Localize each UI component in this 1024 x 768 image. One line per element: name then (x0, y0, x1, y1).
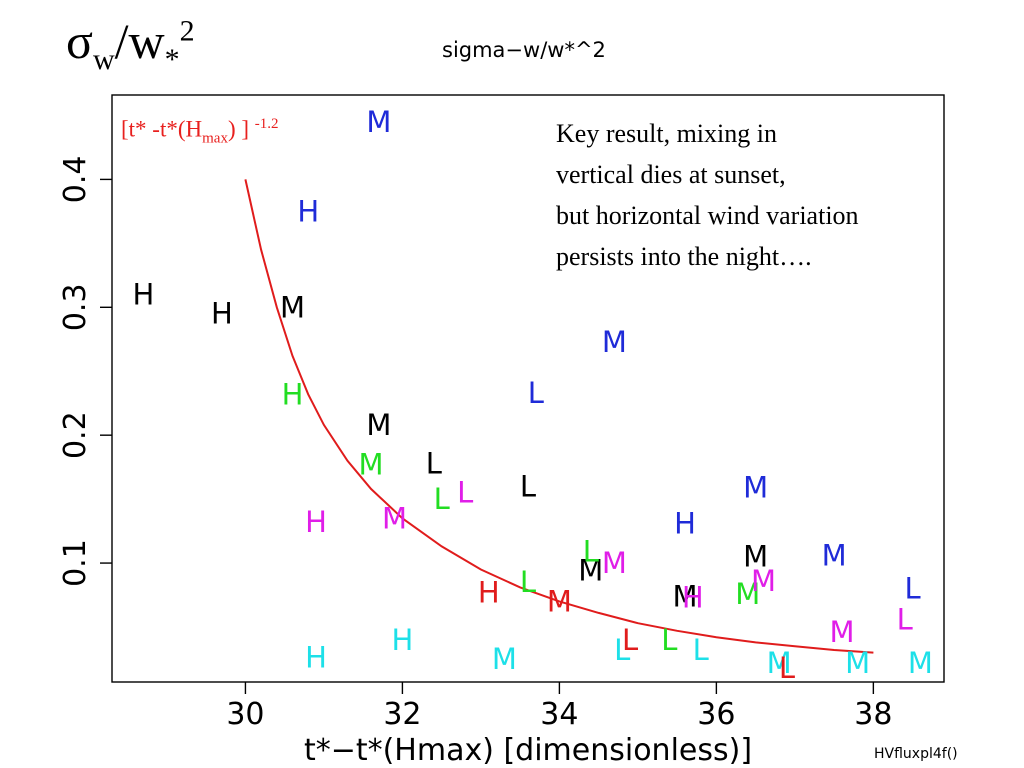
data-point-23: L (661, 623, 677, 657)
y-tick-label-1: 0.2 (58, 411, 93, 459)
data-point-31: L (897, 602, 913, 636)
title-superscript-2: 2 (179, 14, 195, 48)
title-subscript-w: w (92, 43, 115, 76)
fit-curve-line (244, 179, 874, 654)
x-tick-label-1: 32 (383, 697, 421, 732)
slide-title: σw/w*2 (66, 12, 195, 77)
data-point-43: L (779, 651, 795, 685)
data-point-15: M (822, 538, 847, 572)
data-point-10: H (297, 194, 319, 228)
note-line-1: Key result, mixing in (556, 119, 777, 148)
data-point-21: L (520, 565, 536, 599)
data-point-26: M (382, 501, 407, 535)
curve-label-subscript: max (202, 130, 228, 147)
data-point-20: L (583, 535, 599, 569)
data-point-3: M (366, 408, 391, 442)
data-point-14: H (674, 506, 696, 540)
data-point-9: M (366, 105, 391, 139)
data-point-17: H (282, 377, 304, 411)
data-point-5: L (520, 469, 536, 503)
y-tick-label-2: 0.3 (58, 283, 93, 331)
data-point-12: L (528, 376, 544, 410)
data-point-0: H (132, 278, 154, 312)
data-point-22: M (735, 577, 760, 611)
data-point-11: M (602, 325, 627, 359)
data-point-42: L (622, 623, 638, 657)
curve-label-suffix: ) ] (227, 116, 255, 142)
data-point-18: M (359, 448, 384, 482)
x-tick-label-3: 36 (697, 697, 735, 732)
note-line-2: vertical dies at sunset, (556, 160, 786, 189)
data-point-16: L (905, 572, 921, 606)
x-tick-label-4: 38 (854, 697, 892, 732)
plot-frame (111, 94, 945, 683)
x-axis-label: t*−t*(Hmax) [dimensionless)] (304, 733, 752, 768)
data-point-33: H (392, 623, 414, 657)
data-point-39: M (908, 646, 933, 680)
data-point-8: M (743, 540, 768, 574)
title-sigma: σ (66, 13, 93, 69)
data-point-34: M (492, 642, 517, 676)
data-point-13: M (743, 471, 768, 505)
axes: 30 32 34 36 38 0.1 0.2 0.3 0.4 (58, 156, 892, 732)
x-tick-label-2: 34 (540, 697, 578, 732)
chart-title: sigma−w/w*^2 (442, 38, 606, 62)
y-tick-label-3: 0.4 (58, 156, 93, 204)
footer-function-name: HVfluxpl4f() (874, 746, 958, 762)
curve-label-exponent: -1.2 (254, 116, 279, 132)
data-point-27: M (602, 546, 627, 580)
data-point-25: H (305, 505, 327, 539)
note-line-3: but horizontal wind variation (556, 201, 859, 230)
data-point-38: M (845, 646, 870, 680)
y-tick-label-0: 0.1 (58, 539, 93, 587)
data-point-4: L (426, 446, 442, 480)
data-point-7: M (672, 579, 697, 613)
data-point-24: L (457, 476, 473, 510)
data-point-37: M (767, 646, 792, 680)
data-point-32: H (305, 641, 327, 675)
data-point-41: M (547, 584, 572, 618)
data-point-1: H (211, 297, 233, 331)
data-point-2: M (280, 290, 305, 324)
data-point-35: L (614, 633, 630, 667)
curve-label-prefix: [t* -t*(H (121, 116, 203, 142)
title-slash-w: /w (114, 13, 165, 69)
note-line-4: persists into the night…. (556, 242, 812, 271)
data-point-29: H (682, 581, 704, 615)
data-point-6: M (578, 554, 603, 588)
data-point-36: L (693, 633, 709, 667)
x-tick-label-0: 30 (226, 697, 264, 732)
curve-formula-label: [t* -t*(Hmax) ] -1.2 (121, 116, 279, 147)
data-point-19: L (434, 482, 450, 516)
title-subscript-star: * (164, 43, 180, 76)
data-point-28: M (751, 564, 776, 598)
data-point-40: H (478, 575, 500, 609)
annotation-note: Key result, mixing in vertical dies at s… (556, 113, 966, 277)
data-point-30: M (829, 615, 854, 649)
